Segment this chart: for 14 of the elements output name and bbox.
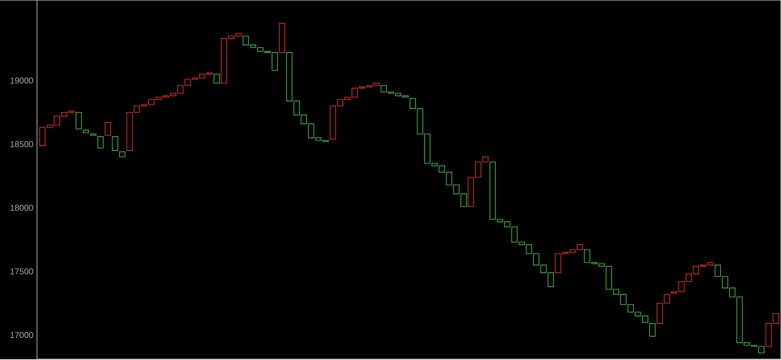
y-tick-label: 18500: [10, 141, 34, 148]
candlestick: [112, 136, 118, 152]
y-tick-label: 17500: [10, 268, 34, 275]
y-tick-label: 18000: [10, 204, 34, 211]
candlestick: [97, 136, 104, 149]
candlestick: [82, 130, 90, 134]
candlestick: [119, 152, 126, 158]
candlestick: [649, 323, 656, 337]
candlestick: [76, 112, 82, 130]
y-tick-label: 19000: [10, 78, 34, 84]
candlestick: [214, 74, 220, 84]
candlestick: [278, 23, 286, 54]
y-tick-label: 17000: [10, 332, 34, 338]
candlestick: [104, 122, 111, 136]
